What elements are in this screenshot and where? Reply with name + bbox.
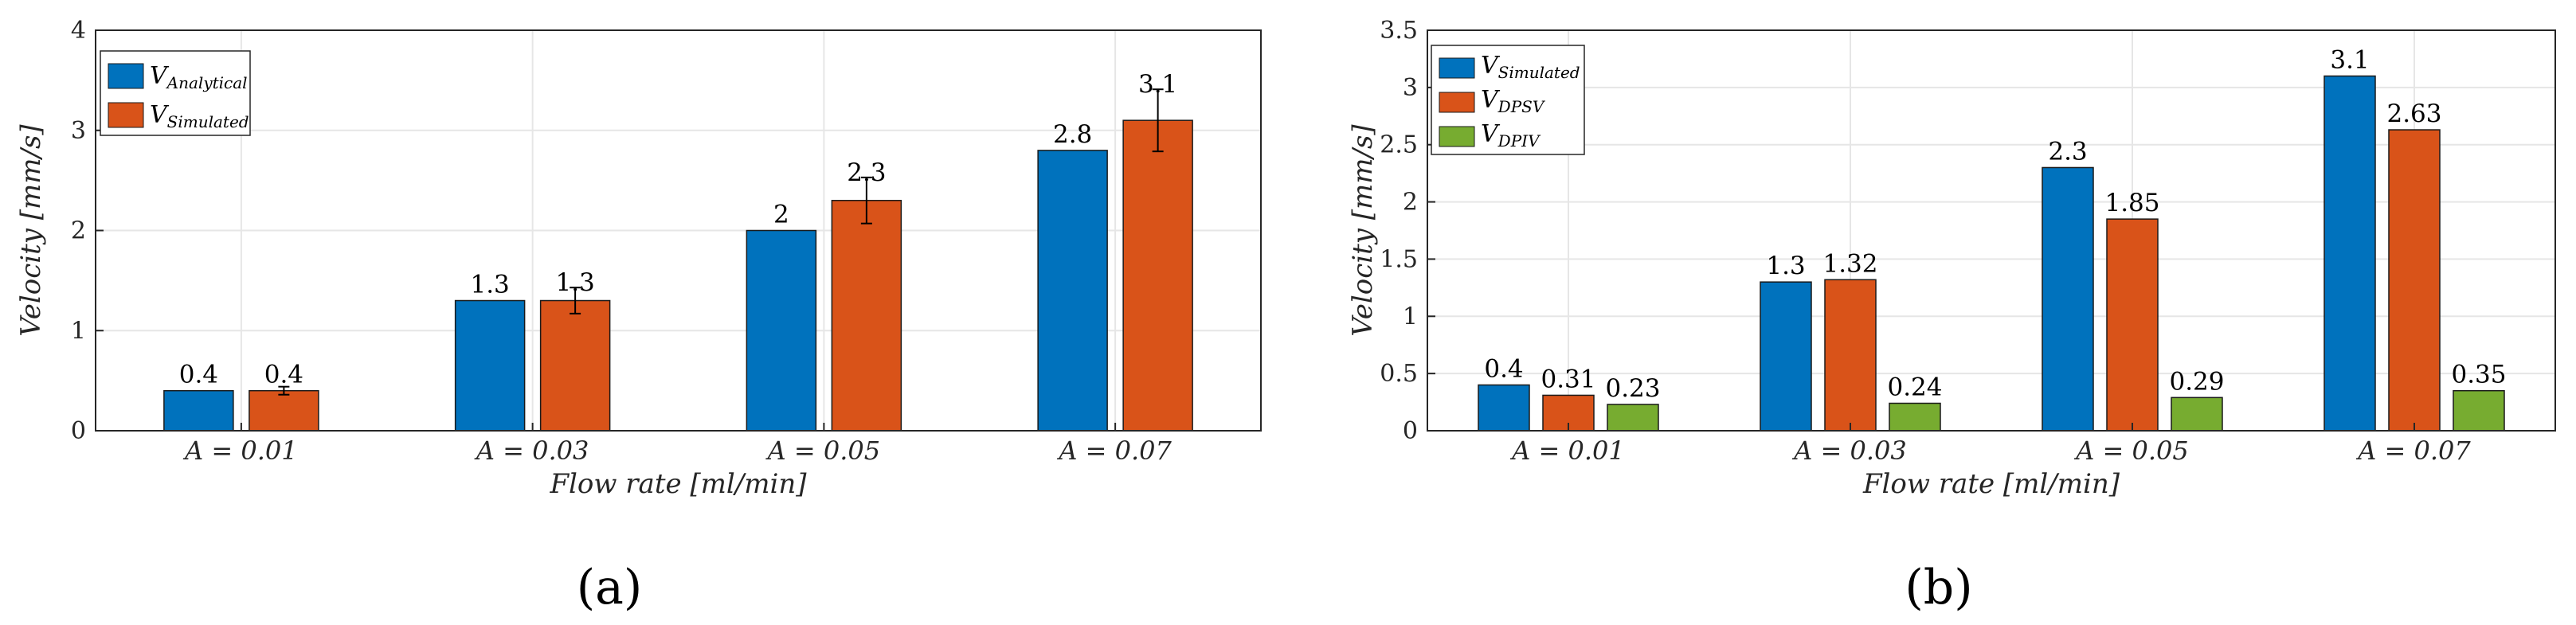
legend-entry-label: VAnalytical (150, 62, 248, 92)
data-label: 2.8 (1053, 120, 1092, 149)
x-tick-label: A = 0.03 (1791, 436, 1907, 466)
bar-dpiv-1 (1889, 402, 1941, 432)
legend-entry-subscript: Analytical (166, 73, 248, 92)
bar-simulated-2 (831, 200, 902, 432)
bar-simulated-3 (1122, 119, 1193, 432)
y-tick-label: 2.5 (1380, 131, 1418, 159)
bar-dpiv-0 (1607, 404, 1659, 432)
legend-entry-symbol: V (150, 62, 170, 90)
data-label: 0.29 (2169, 367, 2224, 396)
legend-entry-subscript: DPIV (1497, 131, 1541, 150)
y-tick-label: 2 (1403, 189, 1418, 217)
data-label: 3.1 (2330, 45, 2369, 74)
legend-entry-label: VSimulated (150, 101, 249, 131)
bar-analytical-3 (1037, 150, 1108, 432)
data-label: 0.24 (1887, 373, 1942, 402)
data-label: 0.35 (2451, 361, 2506, 389)
y-tick-label: 0 (71, 417, 86, 445)
data-label: 0.23 (1605, 374, 1660, 403)
y-tick-label: 0.5 (1380, 360, 1418, 388)
x-tick-label: A = 0.03 (474, 436, 589, 466)
chart-panel-0: 0.4 1.3 2 2.8 0.4 1.3 2.3 3.1 0 1 2 3 4 A = 0.01 A = 0… (15, 17, 1262, 615)
legend-entry-symbol: V (1481, 120, 1501, 148)
data-label: 0.4 (179, 361, 218, 389)
y-tick-label: 3.5 (1380, 17, 1418, 45)
legend-swatch (1439, 57, 1475, 79)
legend-swatch (108, 63, 144, 89)
data-label: 0.4 (264, 361, 303, 389)
data-label: 3.1 (1138, 70, 1177, 99)
panel-label: (a) (577, 560, 643, 615)
x-axis-label: Flow rate [ml/min] (549, 468, 807, 500)
legend-entry-symbol: V (1481, 52, 1501, 80)
bar-dpsv-1 (1824, 279, 1877, 432)
legend-entry-subscript: DPSV (1497, 97, 1546, 116)
data-label: 2.3 (847, 158, 886, 187)
bar-dpsv-2 (2106, 218, 2159, 432)
data-label: 0.31 (1541, 365, 1595, 393)
x-tick-label: A = 0.01 (1509, 436, 1625, 466)
legend-entry-label: VSimulated (1481, 52, 1580, 82)
bar-simulated-2 (2042, 166, 2094, 432)
data-label: 1.32 (1822, 249, 1877, 278)
x-tick-label: A = 0.07 (2355, 436, 2471, 466)
data-label: 2.3 (2048, 137, 2087, 166)
bar-simulated-1 (539, 299, 611, 432)
data-label: 1.3 (1766, 252, 1805, 280)
bar-simulated-0 (1478, 384, 1530, 432)
legend-entry-symbol: V (1481, 86, 1501, 114)
bar-analytical-1 (454, 299, 526, 432)
bar-dpiv-2 (2171, 396, 2223, 432)
legend-swatch (1439, 126, 1475, 147)
bar-simulated-1 (1760, 281, 1812, 432)
y-tick-label: 3 (71, 117, 86, 145)
y-axis-label: Velocity [mm/s] (15, 124, 47, 337)
x-tick-label: A = 0.07 (1056, 436, 1172, 466)
y-tick-label: 1 (71, 317, 86, 345)
x-tick-label: A = 0.05 (2073, 436, 2189, 466)
data-label: 2.63 (2386, 100, 2441, 128)
x-tick-label: A = 0.01 (182, 436, 298, 466)
x-tick-label: A = 0.05 (765, 436, 881, 466)
data-label: 1.85 (2104, 189, 2159, 217)
bar-dpiv-3 (2453, 389, 2505, 432)
y-axis-label: Velocity [mm/s] (1347, 124, 1379, 337)
y-tick-label: 1.5 (1380, 245, 1418, 273)
legend-entry-label: VDPSV (1481, 86, 1546, 116)
legend-swatch (1439, 92, 1475, 113)
bar-simulated-0 (249, 389, 319, 432)
x-axis-label: Flow rate [ml/min] (1862, 468, 2120, 500)
y-tick-label: 3 (1403, 74, 1418, 102)
plot-area (1427, 30, 2555, 431)
axes-frame (1427, 29, 2556, 432)
legend-entry-subscript: Simulated (167, 112, 249, 131)
data-label: 0.4 (1484, 355, 1523, 384)
data-label: 1.3 (555, 268, 594, 297)
legend-entry-label: VDPIV (1481, 120, 1541, 150)
y-tick-label: 1 (1403, 303, 1418, 330)
y-tick-label: 4 (71, 17, 86, 45)
bar-analytical-2 (746, 229, 817, 432)
data-label: 2 (773, 201, 789, 229)
bar-simulated-3 (2323, 75, 2376, 432)
legend-entry-subscript: Simulated (1498, 63, 1580, 82)
panel-label: (b) (1905, 560, 1972, 615)
legend-swatch (108, 102, 144, 128)
data-label: 1.3 (470, 271, 509, 299)
bar-dpsv-3 (2388, 129, 2441, 432)
y-tick-label: 0 (1403, 417, 1418, 445)
y-tick-label: 2 (71, 217, 86, 245)
legend-entry-symbol: V (150, 101, 170, 129)
chart-panel-1: 0.4 1.3 2.3 3.1 0.31 1.32 1.85 2.63 0.23 0.24 0.29… (1347, 17, 2556, 615)
bar-analytical-0 (163, 389, 234, 432)
